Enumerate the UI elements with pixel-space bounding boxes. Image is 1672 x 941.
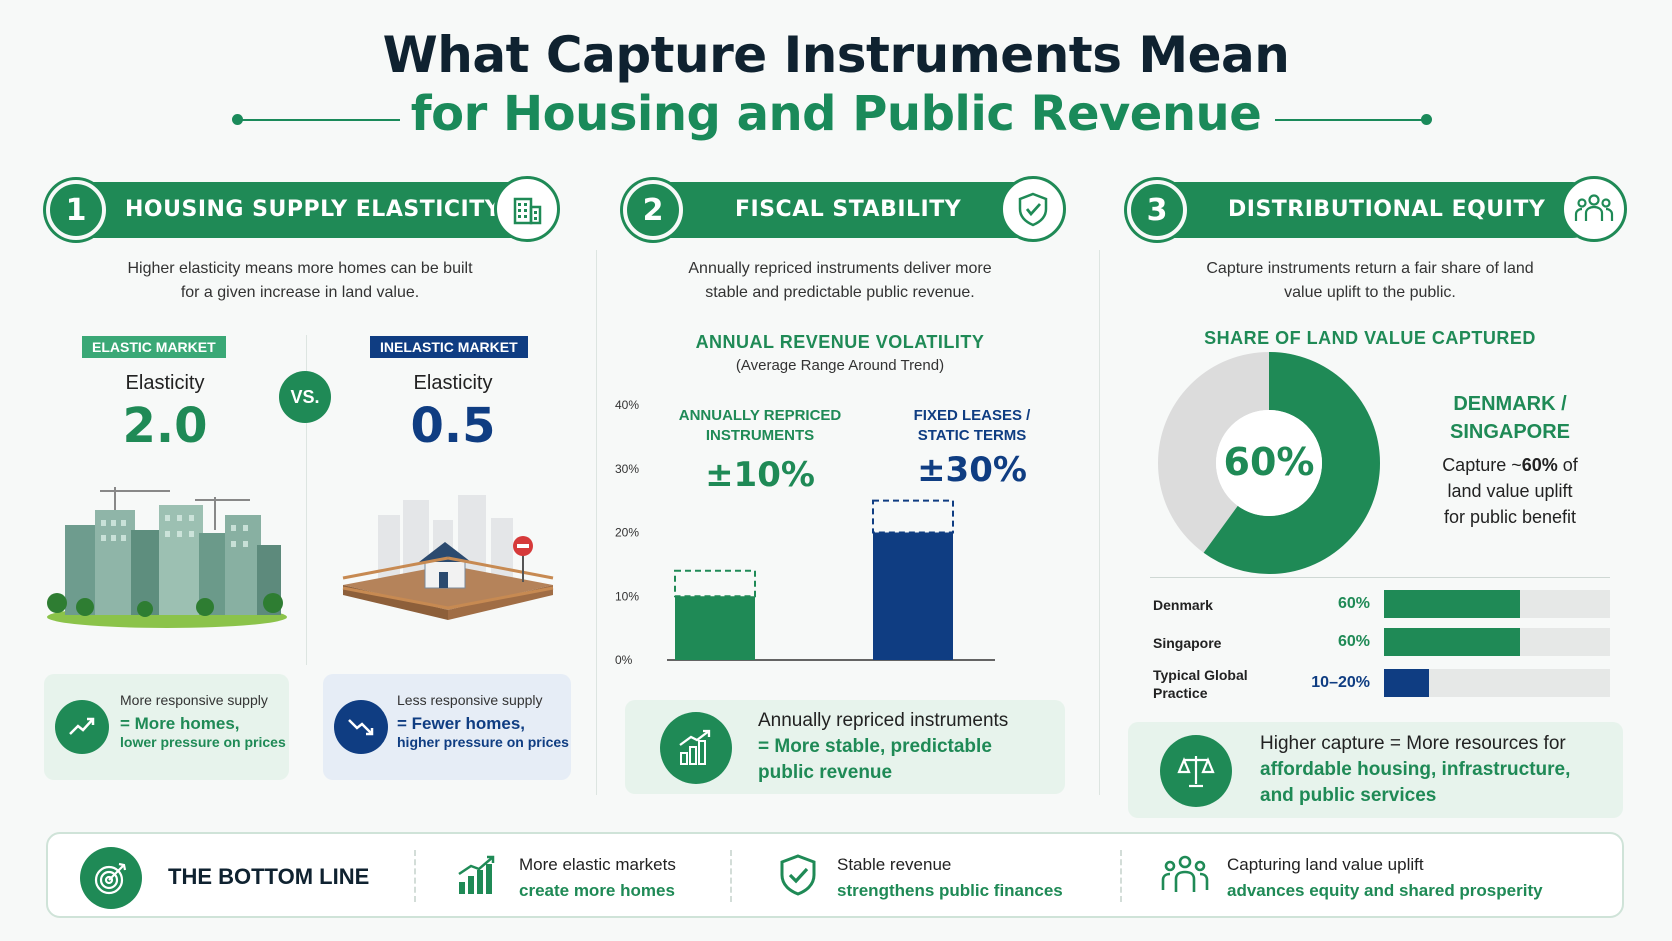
bottom-item-1: More elastic markets create more homes	[519, 855, 676, 900]
volatility-bar-chart: 0% 10% 20% 30% 40%	[615, 398, 995, 667]
range-band	[872, 499, 954, 534]
capture-row-value: 60%	[1337, 633, 1370, 650]
bar-growth-icon	[660, 712, 732, 784]
fiscal-info-text: Annually repriced instruments = More sta…	[758, 710, 1009, 783]
capture-row-value: 10–20%	[1311, 674, 1370, 691]
capture-row-bar	[1384, 628, 1520, 656]
capture-row-label: Typical Global Practice	[1153, 667, 1248, 701]
people-group-icon	[1160, 852, 1210, 903]
elastic-value: 2.0	[122, 398, 208, 454]
y-tick-label: 20%	[615, 526, 639, 540]
volatility-chart-subtitle: (Average Range Around Trend)	[735, 357, 945, 374]
fenced-house-illustration	[342, 495, 554, 620]
section-2-title: FISCAL STABILITY	[735, 197, 962, 222]
title-dot-left	[232, 114, 243, 125]
elastic-label: Elasticity	[125, 372, 205, 394]
inelastic-info-text: Less responsive supply = Fewer homes, hi…	[397, 692, 569, 750]
inelastic-label: Elasticity	[413, 372, 493, 394]
section-3-number: 3	[1127, 180, 1187, 240]
country-callout: DENMARK / SINGAPORE Capture ~60% of land…	[1442, 393, 1578, 527]
bottom-line-label: THE BOTTOM LINE	[168, 864, 370, 889]
section-divider	[596, 250, 597, 795]
inelastic-value: 0.5	[410, 398, 496, 454]
donut-hole	[1216, 410, 1322, 516]
section-2-header	[635, 182, 1055, 238]
bar-label-fixed-leases: FIXED LEASES / STATIC TERMS	[913, 407, 1031, 444]
shield-check-icon	[1000, 176, 1066, 242]
capture-row-label: Singapore	[1153, 635, 1222, 651]
elastic-info-text: More responsive supply = More homes, low…	[120, 692, 286, 750]
title-dot-right	[1421, 114, 1432, 125]
donut-center-label: 60%	[1223, 440, 1315, 484]
y-tick-label: 30%	[615, 462, 639, 476]
range-band	[674, 569, 756, 598]
y-tick-label: 40%	[615, 398, 639, 412]
bar-growth-icon	[455, 852, 501, 903]
shield-check-icon	[775, 852, 821, 903]
section-2-number: 2	[623, 180, 683, 240]
scales-icon	[1160, 735, 1232, 807]
bottom-separator	[414, 850, 416, 902]
capture-row-bar	[1384, 590, 1520, 618]
section-3-header	[1140, 182, 1600, 238]
inelastic-market-tag: INELASTIC MARKET	[370, 336, 528, 358]
data-label-annually-repriced: ±10%	[705, 455, 815, 495]
target-icon	[80, 847, 142, 909]
section-1-number: 1	[46, 180, 106, 240]
volatility-chart-title: ANNUAL REVENUE VOLATILITY	[695, 332, 985, 352]
people-group-icon	[1561, 176, 1627, 242]
y-tick-label: 0%	[615, 653, 633, 667]
bar-label-annually-repriced: ANNUALLY REPRICED INSTRUMENTS	[678, 407, 842, 444]
bar	[873, 532, 953, 660]
bottom-separator	[730, 850, 732, 902]
bar	[675, 596, 755, 660]
section-1-header	[58, 182, 558, 238]
market-divider	[306, 335, 307, 665]
page-title: What Capture Instruments Mean	[382, 26, 1290, 84]
section-2-description: Annually repriced instruments deliver mo…	[688, 260, 992, 301]
section-3-description: Capture instruments return a fair share …	[1206, 260, 1534, 301]
donut-slice-captured	[1158, 352, 1380, 574]
section-1-description: Higher elasticity means more homes can b…	[127, 260, 473, 301]
bottom-item-3: Capturing land value uplift advances equ…	[1227, 855, 1543, 900]
title-rule-left	[240, 119, 400, 121]
elastic-market-tag: ELASTIC MARKET	[82, 336, 226, 358]
trend-up-icon	[55, 700, 109, 754]
vs-badge: VS.	[279, 371, 331, 423]
y-tick-label: 10%	[615, 589, 639, 603]
section-divider	[1099, 250, 1100, 795]
capture-row-value: 60%	[1337, 595, 1370, 612]
land-value-donut-chart	[1158, 352, 1380, 574]
page-subtitle: for Housing and Public Revenue	[410, 86, 1262, 142]
city-illustration	[47, 487, 287, 628]
data-label-fixed-leases: ±30%	[917, 450, 1027, 490]
capture-row-label: Denmark	[1153, 597, 1213, 613]
rule	[1150, 577, 1610, 578]
bottom-separator	[1120, 850, 1122, 902]
bottom-item-2: Stable revenue strengthens public financ…	[837, 855, 1063, 900]
section-3-title: DISTRIBUTIONAL EQUITY	[1228, 197, 1546, 222]
title-rule-right	[1275, 119, 1425, 121]
building-icon	[494, 176, 560, 242]
section-1-title: HOUSING SUPPLY ELASTICITY	[125, 197, 502, 222]
bottom-line-bar	[46, 832, 1624, 918]
donut-title: SHARE OF LAND VALUE CAPTURED	[1204, 328, 1536, 348]
trend-down-icon	[334, 700, 388, 754]
equity-info-text: Higher capture = More resources for affo…	[1260, 733, 1571, 806]
capture-row-bar	[1384, 669, 1430, 697]
